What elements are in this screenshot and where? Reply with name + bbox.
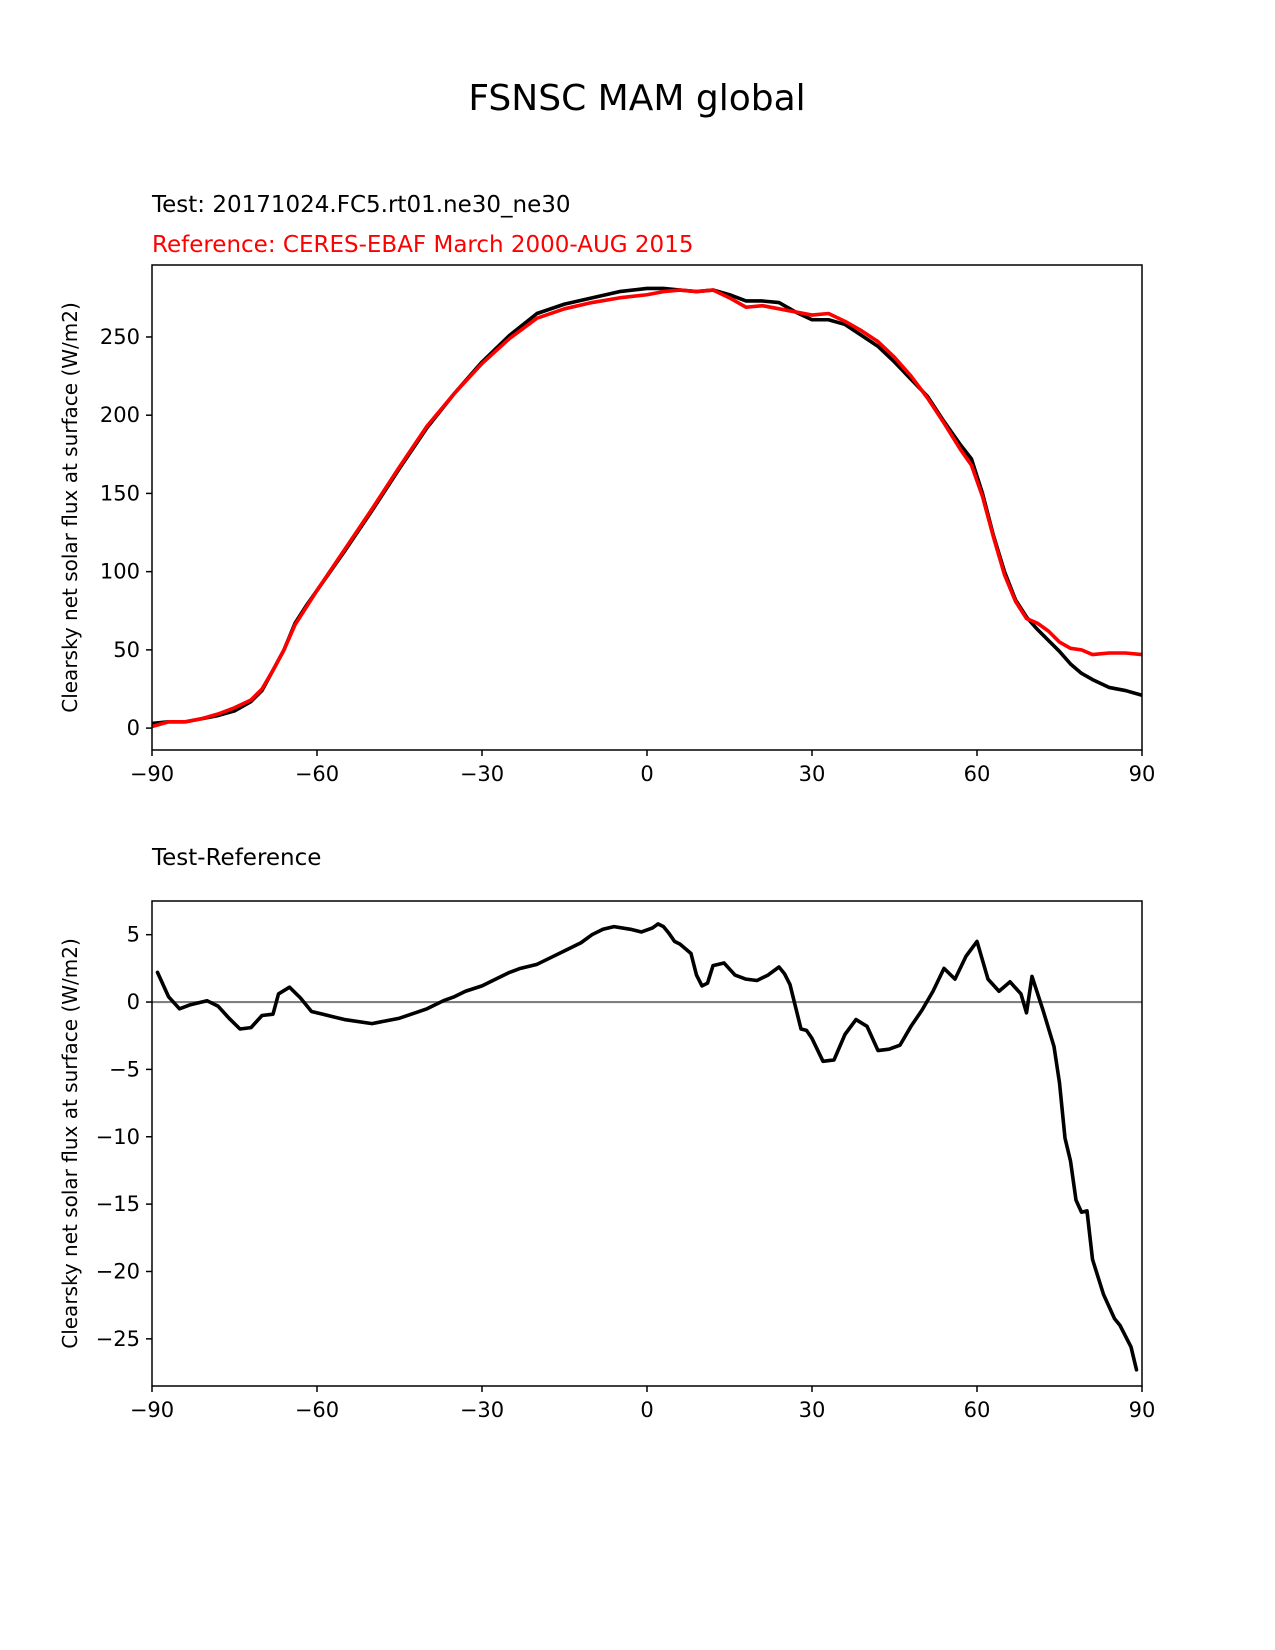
top-x-tick-label: −30 — [460, 762, 504, 786]
top-y-tick-label: 200 — [100, 403, 140, 427]
top-reference-line — [152, 288, 1142, 729]
bottom-panel: −90 −60 −30 0 30 60 90 5 0 −5 −10 −15 −20 −25 Clearsky… — [58, 900, 1156, 1422]
top-x-tick-label: −90 — [130, 762, 174, 786]
bottom-x-tick-label: 30 — [799, 1398, 826, 1422]
bottom-y-axis-label: Clearsky net solar flux at surface (W/m2… — [58, 938, 82, 1349]
bottom-y-tick-label: 0 — [127, 990, 140, 1014]
bottom-y-tick-label: −10 — [96, 1125, 140, 1149]
top-panel: −90 −60 −30 0 30 60 90 0 50 100 150 200 250 Clearsky … — [58, 264, 1156, 786]
figure-title: FSNSC MAM global — [468, 78, 805, 119]
top-test-line — [152, 286, 1142, 726]
bottom-axes-frame — [151, 900, 1143, 1387]
difference-title: Test-Reference — [151, 845, 321, 871]
top-x-tick-label: 90 — [1129, 762, 1156, 786]
bottom-y-tick-label: −5 — [109, 1057, 140, 1081]
top-axes-frame — [151, 264, 1143, 751]
bottom-test-line — [155, 922, 1139, 1372]
top-x-tick-label: 30 — [799, 762, 826, 786]
bottom-y-tick-label: −15 — [96, 1192, 140, 1216]
bottom-x-tick-label: 90 — [1129, 1398, 1156, 1422]
top-y-tick-label: 0 — [127, 716, 140, 740]
top-y-axis-label: Clearsky net solar flux at surface (W/m2… — [58, 302, 82, 713]
top-x-tick-label: −60 — [295, 762, 339, 786]
bottom-x-tick-label: −90 — [130, 1398, 174, 1422]
top-y-tick-label: 50 — [113, 638, 140, 662]
test-title: Test: 20171024.FC5.rt01.ne30_ne30 — [151, 192, 571, 218]
bottom-y-tick-label: 5 — [127, 923, 140, 947]
bottom-y-tick-label: −20 — [96, 1259, 140, 1283]
reference-title: Reference: CERES-EBAF March 2000-AUG 201… — [152, 232, 693, 258]
top-y-tick-label: 150 — [100, 481, 140, 505]
bottom-x-tick-label: 0 — [640, 1398, 653, 1422]
bottom-x-tick-label: −30 — [460, 1398, 504, 1422]
top-x-tick-label: 60 — [964, 762, 991, 786]
top-y-tick-label: 250 — [100, 325, 140, 349]
bottom-x-tick-label: −60 — [295, 1398, 339, 1422]
top-x-tick-label: 0 — [640, 762, 653, 786]
bottom-y-tick-label: −25 — [96, 1327, 140, 1351]
bottom-x-tick-label: 60 — [964, 1398, 991, 1422]
top-y-tick-label: 100 — [100, 560, 140, 584]
